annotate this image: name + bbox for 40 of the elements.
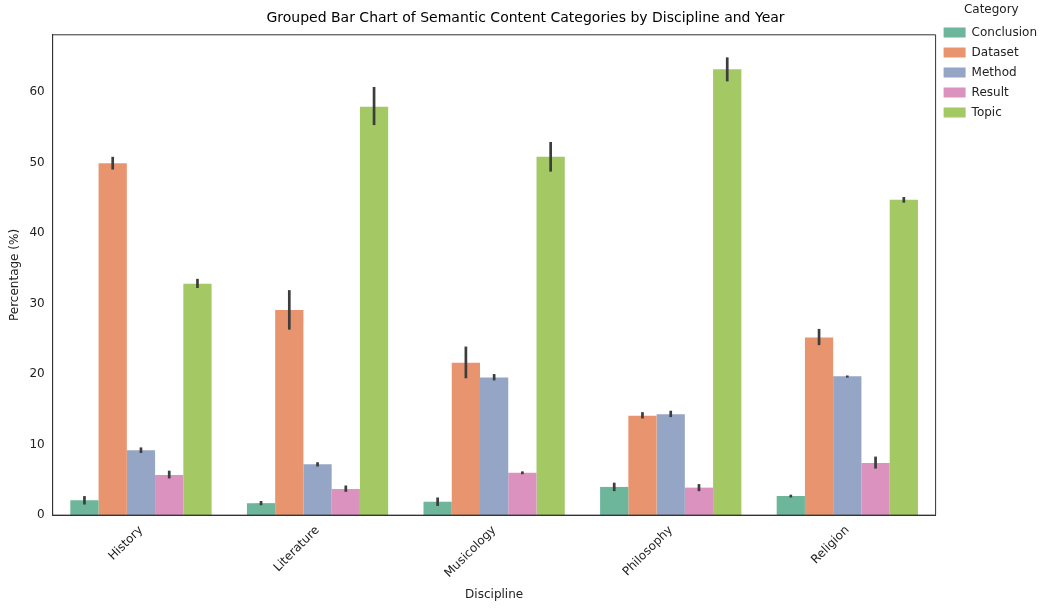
bar bbox=[275, 309, 304, 516]
bar bbox=[684, 487, 714, 516]
legend-label: Topic bbox=[970, 104, 1002, 119]
bar bbox=[508, 472, 537, 516]
bar bbox=[600, 486, 629, 516]
bar bbox=[776, 496, 805, 516]
chart-title: Grouped Bar Chart of Semantic Content Categories by Discipline and Year bbox=[266, 9, 785, 26]
bar bbox=[889, 199, 918, 516]
legend-title: Category bbox=[963, 2, 1019, 17]
legend-label: Method bbox=[971, 64, 1017, 79]
legend-label: Conclusion bbox=[971, 24, 1038, 39]
y-tick-label: 10 bbox=[29, 436, 45, 451]
bar bbox=[246, 503, 276, 516]
bar bbox=[804, 337, 834, 516]
x-axis-title: Discipline bbox=[465, 586, 524, 601]
y-tick-label: 30 bbox=[29, 295, 45, 310]
bar bbox=[98, 163, 127, 516]
bar bbox=[126, 450, 156, 516]
bar bbox=[451, 362, 481, 516]
y-tick-label: 0 bbox=[37, 507, 45, 522]
legend-label: Result bbox=[971, 84, 1009, 99]
y-tick-label: 20 bbox=[29, 366, 45, 381]
y-tick-label: 60 bbox=[29, 84, 45, 99]
bar bbox=[155, 474, 184, 516]
bar bbox=[183, 283, 212, 516]
y-tick-label: 50 bbox=[29, 154, 45, 169]
y-axis-title: Percentage (%) bbox=[7, 228, 22, 322]
bar bbox=[303, 464, 332, 516]
bar bbox=[536, 156, 565, 516]
y-tick-label: 40 bbox=[29, 225, 45, 240]
bar bbox=[359, 106, 389, 516]
bar bbox=[833, 376, 862, 516]
bar bbox=[70, 500, 99, 516]
bar bbox=[713, 69, 742, 516]
bar bbox=[331, 489, 360, 516]
legend-label: Dataset bbox=[971, 44, 1019, 59]
bar bbox=[861, 462, 890, 516]
bar bbox=[480, 377, 509, 516]
bar bbox=[656, 414, 685, 516]
bar bbox=[628, 415, 657, 516]
